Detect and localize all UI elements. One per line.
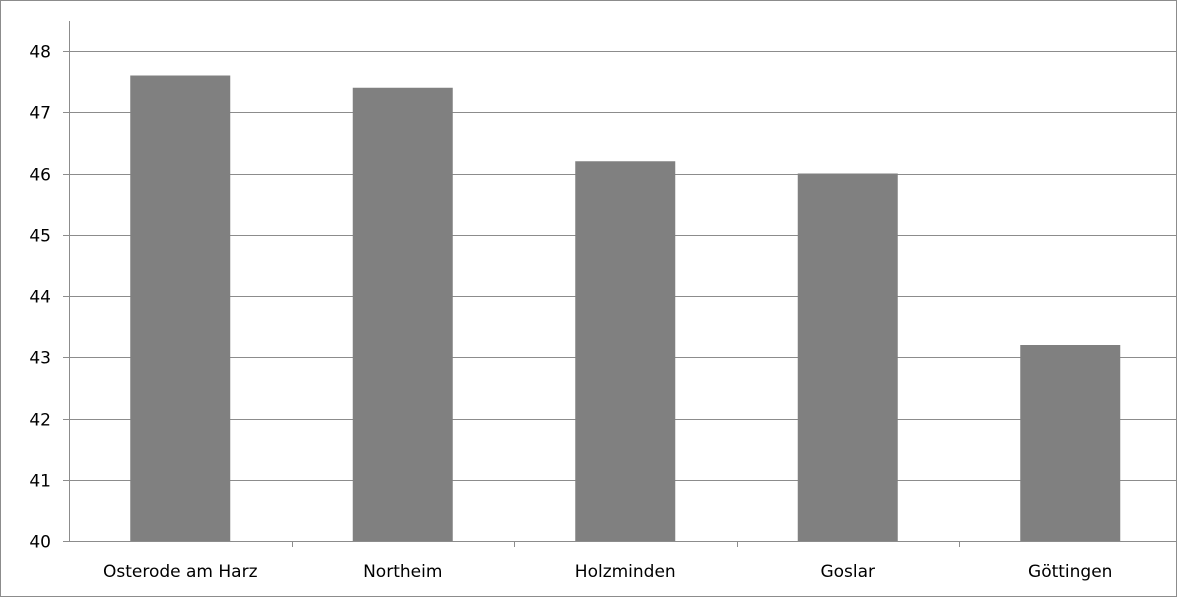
y-tick-label: 44 — [29, 288, 51, 308]
y-tick-label: 45 — [29, 227, 51, 247]
bar-3 — [797, 173, 898, 541]
x-tick-label: Göttingen — [1028, 562, 1112, 582]
y-tick-labels: 40 41 42 43 44 45 46 47 48 — [29, 43, 51, 553]
x-tick-label: Osterode am Harz — [103, 562, 258, 582]
y-tick-label: 41 — [29, 472, 51, 492]
y-tick-label: 48 — [29, 43, 51, 63]
bar-1 — [352, 87, 453, 541]
x-tick-label: Goslar — [820, 562, 875, 582]
bars — [130, 75, 1121, 541]
x-tick-label: Northeim — [363, 562, 442, 582]
x-tick-label: Holzminden — [575, 562, 676, 582]
y-tick-label: 47 — [29, 104, 51, 124]
y-tick-label: 42 — [29, 411, 51, 431]
x-tick-labels: Osterode am Harz Northeim Holzminden Goslar… — [103, 562, 1112, 582]
bar-0 — [130, 75, 231, 541]
axes — [63, 21, 1177, 547]
bar-2 — [575, 161, 676, 541]
y-tick-label: 46 — [29, 166, 51, 186]
bar-4 — [1020, 345, 1121, 541]
y-tick-label: 40 — [29, 533, 51, 553]
y-tick-label: 43 — [29, 349, 51, 369]
